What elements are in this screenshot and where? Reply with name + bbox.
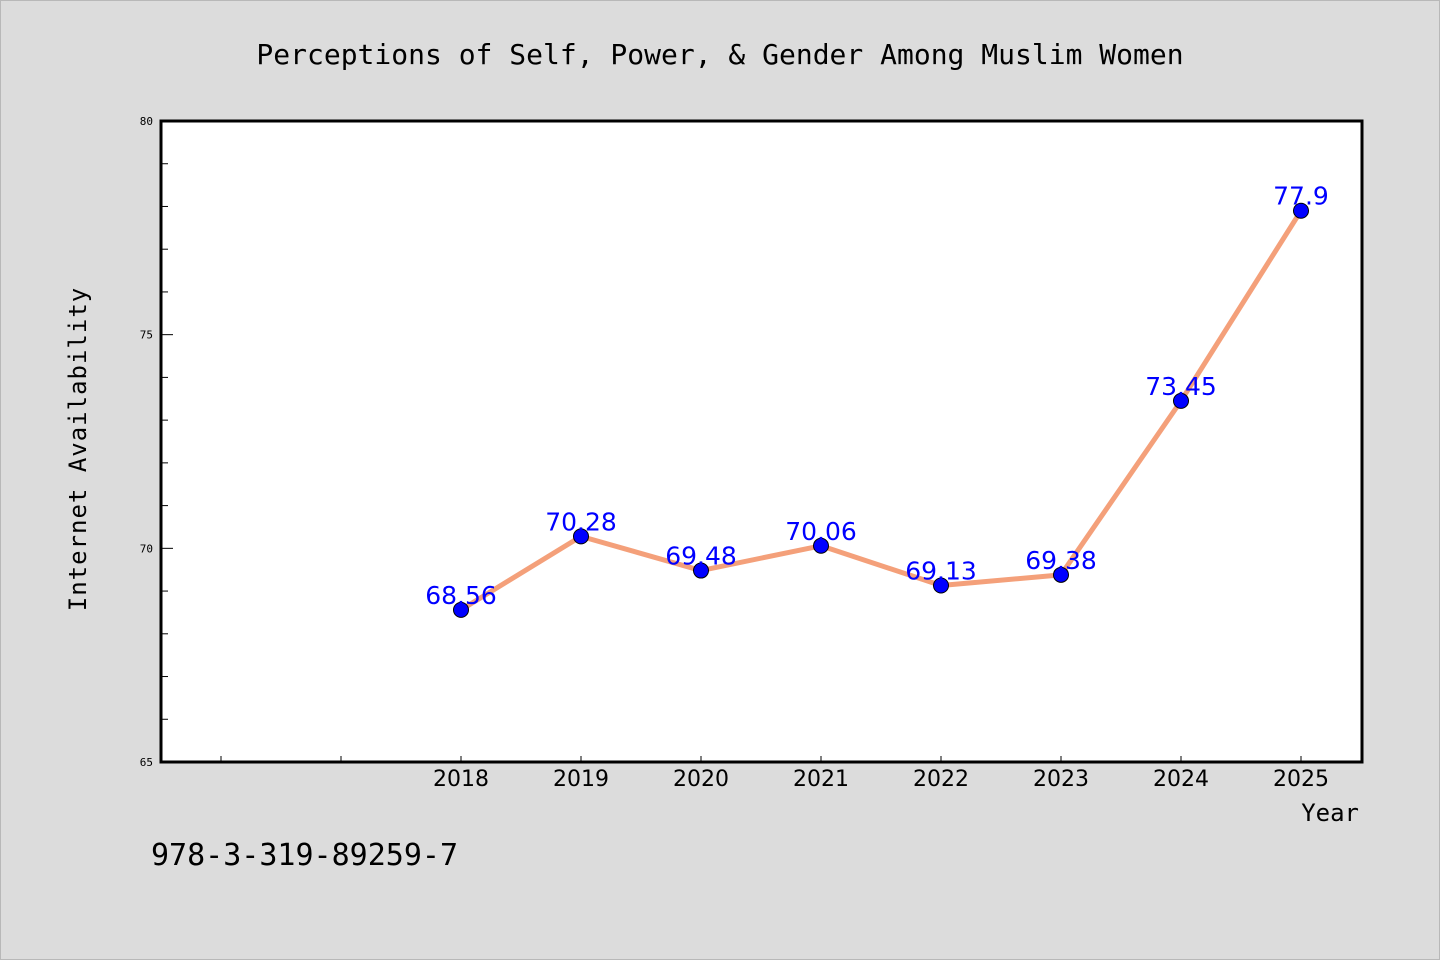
y-axis: 65 70 75 80 bbox=[140, 115, 173, 769]
data-point bbox=[933, 577, 949, 594]
data-point bbox=[693, 562, 709, 579]
series-polyline bbox=[458, 208, 1304, 613]
data-labels: 68.56 70.28 69.48 70.06 69.13 69.38 73.45 77.9 bbox=[425, 182, 1329, 610]
x-tick-label: 2020 bbox=[673, 767, 729, 792]
x-axis-label: Year bbox=[1301, 799, 1359, 827]
y-tick-label: 80 bbox=[140, 115, 153, 128]
x-tick-label: 2025 bbox=[1273, 767, 1329, 792]
y-tick-label: 75 bbox=[140, 329, 153, 342]
data-label: 69.38 bbox=[1025, 546, 1097, 575]
data-label: 70.06 bbox=[785, 517, 857, 546]
data-label: 69.48 bbox=[665, 542, 737, 571]
x-tick-label: 2018 bbox=[433, 767, 489, 792]
x-tick-label: 2021 bbox=[793, 767, 849, 792]
x-tick-label: 2024 bbox=[1153, 767, 1209, 792]
chart-title: Perceptions of Self, Power, & Gender Amo… bbox=[256, 38, 1183, 71]
data-point bbox=[1293, 202, 1309, 219]
x-tick-label: 2023 bbox=[1033, 767, 1089, 792]
data-label: 73.45 bbox=[1145, 372, 1217, 401]
y-tick-label: 65 bbox=[140, 756, 153, 769]
series-line bbox=[458, 208, 1304, 613]
plot-area bbox=[159, 119, 1364, 764]
y-axis-label: Internet Availability bbox=[64, 287, 92, 611]
data-point bbox=[1053, 566, 1069, 583]
data-label: 77.9 bbox=[1273, 182, 1329, 211]
x-tick-label: 2019 bbox=[553, 767, 609, 792]
data-points bbox=[453, 202, 1309, 618]
data-point bbox=[573, 528, 589, 545]
data-point bbox=[813, 537, 829, 554]
data-point bbox=[1173, 392, 1189, 409]
data-point bbox=[453, 601, 469, 618]
x-tick-label: 2022 bbox=[913, 767, 969, 792]
y-tick-label: 70 bbox=[140, 542, 153, 555]
data-label: 69.13 bbox=[905, 557, 977, 586]
isbn-footer: 978-3-319-89259-7 bbox=[151, 838, 458, 873]
x-axis: 2018 2019 2020 2021 2022 2023 2024 2025 bbox=[220, 756, 1329, 792]
data-label: 68.56 bbox=[425, 581, 497, 610]
data-label: 70.28 bbox=[545, 507, 617, 536]
